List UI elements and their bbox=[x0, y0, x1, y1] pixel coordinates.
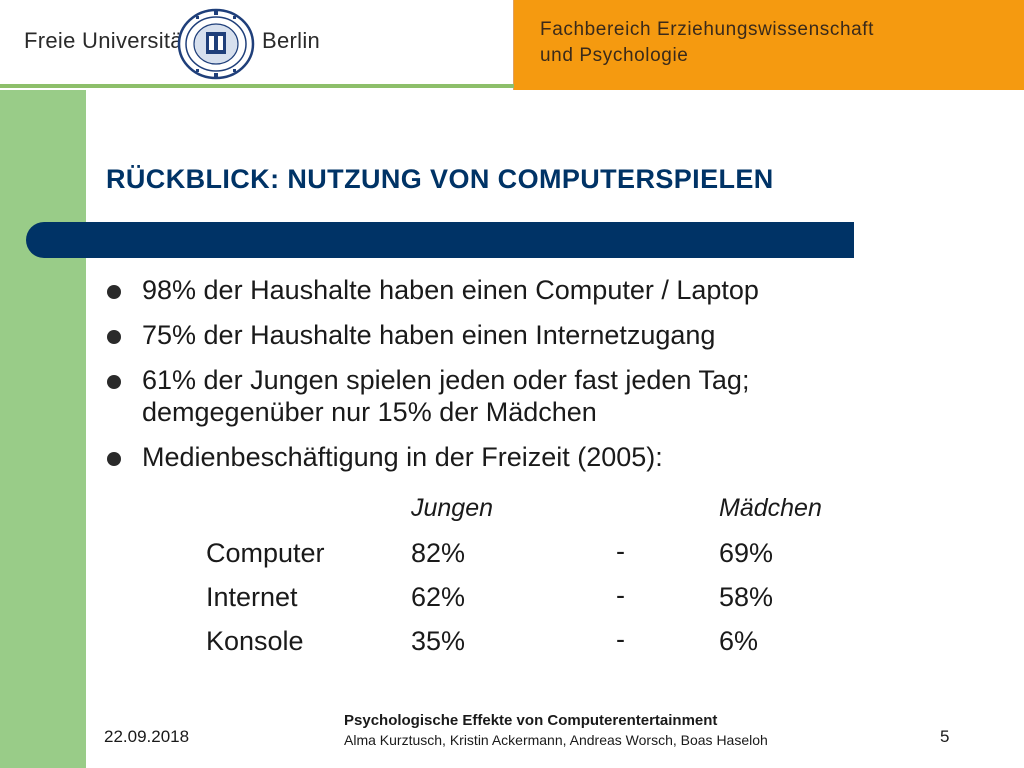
bullet-item: 98% der Haushalte haben einen Computer /… bbox=[104, 274, 904, 306]
row-label-computer: Computer bbox=[206, 538, 325, 568]
slide-title: RÜCKBLICK: NUTZUNG VON COMPUTERSPIELEN bbox=[106, 164, 774, 194]
university-name-left: Freie Universität bbox=[24, 28, 190, 53]
bullet-text: 75% der Haushalte haben einen Internetzu… bbox=[142, 320, 716, 350]
cell-boys-internet: 62% bbox=[411, 582, 466, 612]
department-line-1: Fachbereich Erziehungswissenschaft bbox=[540, 19, 875, 40]
bullet-text: 98% der Haushalte haben einen Computer /… bbox=[142, 275, 759, 305]
title-underline-bar bbox=[26, 222, 854, 258]
cell-girls-internet: 58% bbox=[719, 582, 774, 612]
cell-boys-computer: 82% bbox=[411, 538, 466, 568]
bullet-text-continued: demgegenüber nur 15% der Mädchen bbox=[142, 397, 597, 427]
cell-separator: - bbox=[616, 624, 625, 654]
column-header-girls: Mädchen bbox=[719, 494, 822, 522]
department-line-2: und Psychologie bbox=[540, 45, 689, 66]
footer-authors: Alma Kurztusch, Kristin Ackermann, Andre… bbox=[344, 732, 768, 748]
row-label-konsole: Konsole bbox=[206, 626, 304, 656]
bullet-dot-icon bbox=[107, 452, 121, 466]
cell-boys-konsole: 35% bbox=[411, 626, 466, 656]
bullet-dot-icon bbox=[107, 285, 121, 299]
bullet-list: 98% der Haushalte haben einen Computer /… bbox=[104, 274, 904, 486]
bullet-dot-icon bbox=[107, 330, 121, 344]
bullet-item: 61% der Jungen spielen jeden oder fast j… bbox=[104, 364, 904, 428]
department-name: Fachbereich Erziehungswissenschaft und P… bbox=[540, 17, 874, 69]
content-panel bbox=[86, 90, 1024, 768]
department-banner bbox=[514, 0, 1024, 90]
bullet-item: 75% der Haushalte haben einen Internetzu… bbox=[104, 319, 904, 351]
cell-girls-computer: 69% bbox=[719, 538, 774, 568]
footer-page-number: 5 bbox=[940, 727, 950, 746]
footer-date: 22.09.2018 bbox=[104, 727, 190, 746]
bullet-item: Medienbeschäftigung in der Freizeit (200… bbox=[104, 441, 904, 473]
cell-separator: - bbox=[616, 536, 625, 566]
university-logo-area: Freie Universität Berlin bbox=[0, 0, 514, 90]
column-header-boys: Jungen bbox=[411, 494, 494, 522]
header-accent-line bbox=[0, 84, 514, 88]
bullet-text: 61% der Jungen spielen jeden oder fast j… bbox=[142, 365, 750, 395]
cell-separator: - bbox=[616, 580, 625, 610]
bullet-text: Medienbeschäftigung in der Freizeit (200… bbox=[142, 442, 663, 472]
green-sidebar bbox=[0, 90, 86, 768]
slide-header: Freie Universität Berlin Fachbereich Erz… bbox=[0, 0, 1024, 90]
bullet-dot-icon bbox=[107, 375, 121, 389]
university-name-right: Berlin bbox=[262, 28, 321, 53]
cell-girls-konsole: 6% bbox=[719, 626, 759, 656]
university-seal-icon bbox=[177, 8, 255, 80]
footer-presentation-title: Psychologische Effekte von Computerenter… bbox=[344, 712, 718, 729]
row-label-internet: Internet bbox=[206, 582, 298, 612]
